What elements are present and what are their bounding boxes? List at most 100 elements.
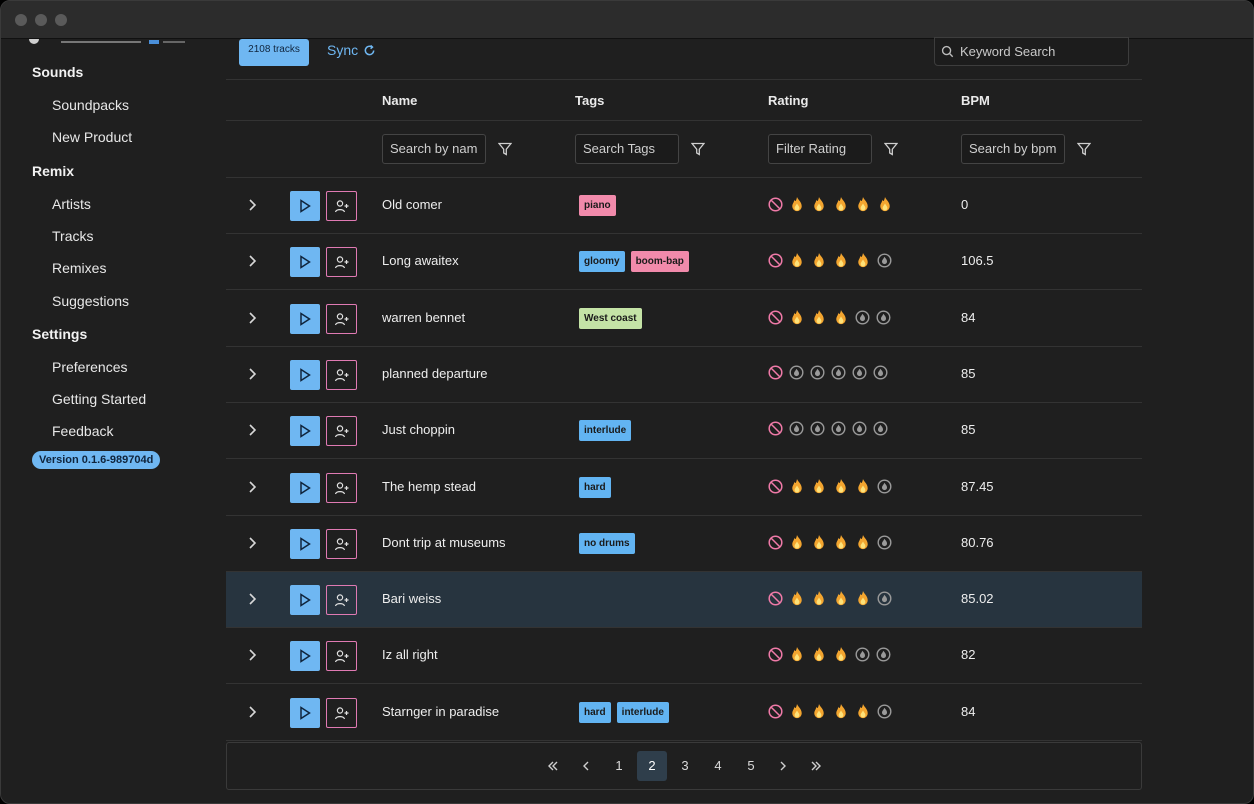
- sidebar-item-new-product[interactable]: New Product: [32, 127, 132, 147]
- clear-rating-icon[interactable]: [768, 535, 783, 550]
- flame-rating-icon[interactable]: [789, 309, 805, 326]
- page-5-button[interactable]: 5: [747, 758, 755, 773]
- empty-rating-icon[interactable]: [789, 421, 804, 436]
- tag-badge[interactable]: no drums: [579, 532, 635, 554]
- empty-rating-icon[interactable]: [877, 535, 892, 550]
- expand-row-icon[interactable]: [246, 705, 258, 719]
- tag-badge[interactable]: piano: [579, 195, 616, 216]
- assign-artist-button[interactable]: [326, 697, 357, 728]
- play-button[interactable]: [290, 191, 320, 221]
- flame-rating-icon[interactable]: [811, 309, 827, 326]
- expand-row-icon[interactable]: [246, 198, 258, 212]
- empty-rating-icon[interactable]: [831, 421, 846, 436]
- tag-badge[interactable]: interlude: [579, 420, 632, 442]
- column-header-name[interactable]: Name: [382, 93, 418, 108]
- close-window-button[interactable]: [15, 14, 27, 26]
- play-button[interactable]: [290, 528, 320, 559]
- tags-filter-input[interactable]: Search Tags: [575, 134, 679, 164]
- expand-row-icon[interactable]: [246, 648, 258, 662]
- sidebar-item-artists[interactable]: Artists: [32, 194, 91, 214]
- expand-row-icon[interactable]: [246, 367, 258, 381]
- assign-artist-button[interactable]: [326, 359, 357, 390]
- clear-rating-icon[interactable]: [768, 310, 783, 325]
- flame-rating-icon[interactable]: [877, 196, 893, 213]
- flame-rating-icon[interactable]: [811, 252, 827, 269]
- table-row[interactable]: Bari weiss 85.02: [226, 572, 1142, 629]
- flame-rating-icon[interactable]: [855, 252, 871, 269]
- flame-rating-icon[interactable]: [855, 590, 871, 607]
- play-button[interactable]: [290, 359, 320, 390]
- page-4-button[interactable]: 4: [714, 758, 722, 773]
- clear-rating-icon[interactable]: [768, 365, 783, 380]
- flame-rating-icon[interactable]: [789, 703, 805, 720]
- filter-icon[interactable]: [691, 142, 705, 156]
- table-row[interactable]: planned departure 85: [226, 347, 1142, 403]
- empty-rating-icon[interactable]: [876, 647, 891, 662]
- assign-artist-button[interactable]: [326, 528, 357, 559]
- flame-rating-icon[interactable]: [789, 196, 805, 213]
- table-row[interactable]: Just choppin interlude 85: [226, 403, 1142, 460]
- flame-rating-icon[interactable]: [789, 252, 805, 269]
- page-1-button[interactable]: 1: [615, 758, 623, 773]
- clear-rating-icon[interactable]: [768, 591, 783, 606]
- table-row[interactable]: Dont trip at museums no drums 80.76: [226, 516, 1142, 572]
- flame-rating-icon[interactable]: [833, 252, 849, 269]
- flame-rating-icon[interactable]: [855, 478, 871, 495]
- play-button[interactable]: [290, 416, 320, 447]
- clear-rating-icon[interactable]: [768, 253, 783, 268]
- clear-rating-icon[interactable]: [768, 704, 783, 719]
- sidebar-item-suggestions[interactable]: Suggestions: [32, 291, 129, 311]
- flame-rating-icon[interactable]: [789, 590, 805, 607]
- empty-rating-icon[interactable]: [876, 310, 891, 325]
- minimize-window-button[interactable]: [35, 14, 47, 26]
- table-row[interactable]: Starnger in paradise hard interlude 84: [226, 685, 1142, 741]
- empty-rating-icon[interactable]: [855, 310, 870, 325]
- table-row[interactable]: warren bennet West coast 84: [226, 291, 1142, 347]
- flame-rating-icon[interactable]: [833, 703, 849, 720]
- play-button[interactable]: [290, 697, 320, 728]
- expand-row-icon[interactable]: [246, 311, 258, 325]
- sidebar-item-preferences[interactable]: Preferences: [32, 357, 127, 377]
- keyword-search-input[interactable]: Keyword Search: [934, 37, 1129, 66]
- play-button[interactable]: [290, 247, 320, 278]
- expand-row-icon[interactable]: [246, 592, 258, 606]
- flame-rating-icon[interactable]: [789, 478, 805, 495]
- tag-badge[interactable]: interlude: [616, 701, 669, 723]
- previous-page-button[interactable]: [571, 751, 601, 781]
- flame-rating-icon[interactable]: [811, 646, 827, 663]
- tag-badge[interactable]: gloomy: [579, 251, 625, 273]
- table-row[interactable]: Old comer piano 0: [226, 178, 1142, 234]
- expand-row-icon[interactable]: [246, 254, 258, 268]
- sidebar-item-tracks[interactable]: Tracks: [32, 226, 93, 246]
- flame-rating-icon[interactable]: [833, 590, 849, 607]
- empty-rating-icon[interactable]: [810, 421, 825, 436]
- flame-rating-icon[interactable]: [833, 534, 849, 551]
- clear-rating-icon[interactable]: [768, 647, 783, 662]
- filter-icon[interactable]: [1077, 142, 1091, 156]
- tag-badge[interactable]: boom-bap: [630, 251, 689, 273]
- tag-badge[interactable]: West coast: [579, 307, 642, 329]
- empty-rating-icon[interactable]: [789, 365, 804, 380]
- empty-rating-icon[interactable]: [877, 704, 892, 719]
- column-header-bpm[interactable]: BPM: [961, 93, 990, 108]
- clear-rating-icon[interactable]: [768, 421, 783, 436]
- empty-rating-icon[interactable]: [873, 421, 888, 436]
- sidebar-item-feedback[interactable]: Feedback: [32, 421, 113, 441]
- assign-artist-button[interactable]: [326, 641, 357, 672]
- flame-rating-icon[interactable]: [833, 309, 849, 326]
- empty-rating-icon[interactable]: [877, 253, 892, 268]
- empty-rating-icon[interactable]: [855, 647, 870, 662]
- empty-rating-icon[interactable]: [852, 365, 867, 380]
- sidebar-item-remixes[interactable]: Remixes: [32, 258, 106, 278]
- flame-rating-icon[interactable]: [811, 196, 827, 213]
- bpm-filter-input[interactable]: Search by bpm: [961, 134, 1065, 164]
- table-row[interactable]: Long awaitex gloomy boom-bap 106.5: [226, 234, 1142, 291]
- flame-rating-icon[interactable]: [811, 590, 827, 607]
- sync-button[interactable]: Sync: [327, 42, 376, 58]
- last-page-button[interactable]: [801, 751, 831, 781]
- empty-rating-icon[interactable]: [877, 478, 892, 494]
- flame-rating-icon[interactable]: [855, 534, 871, 551]
- table-row[interactable]: The hemp stead hard 87.45: [226, 460, 1142, 516]
- flame-rating-icon[interactable]: [833, 196, 849, 213]
- page-3-button[interactable]: 3: [681, 758, 689, 773]
